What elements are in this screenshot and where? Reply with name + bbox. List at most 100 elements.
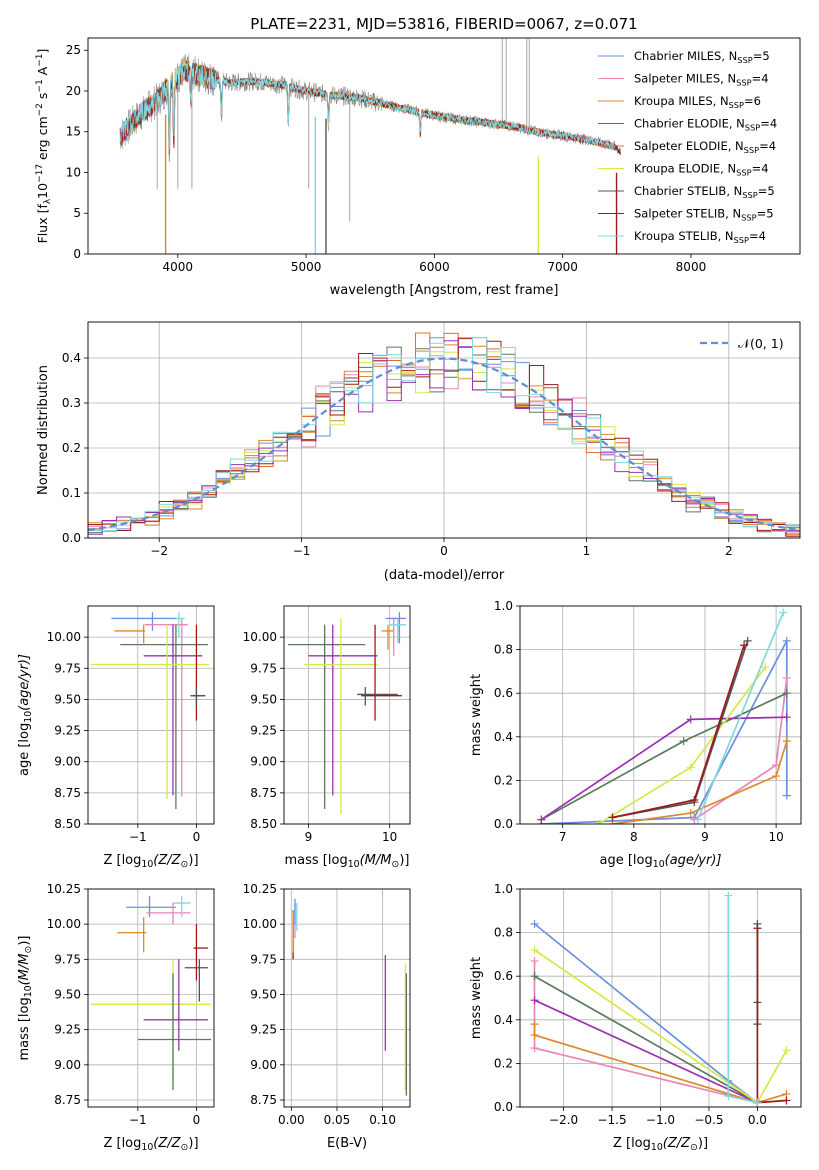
x-tick-label: −1.5: [597, 1113, 626, 1127]
y-tick-label: 0.4: [494, 1013, 513, 1027]
y-tick-label: 9.50: [250, 987, 277, 1001]
axes-frame: [87, 605, 215, 825]
y-tick-label: 9.00: [54, 755, 81, 769]
y-tick-label: 10.00: [47, 917, 81, 931]
legend-gaussian-label: 𝒩(0, 1): [738, 336, 784, 351]
plot-area: [119, 38, 621, 254]
y-tick-label: 9.00: [250, 755, 277, 769]
x-tick-label: 8000: [676, 260, 707, 274]
y-axis-label: mass weight: [469, 674, 484, 756]
weight-marker: [693, 815, 702, 824]
label-part: )]: [188, 1136, 198, 1151]
label-part: mass [log: [17, 997, 32, 1060]
axes-frame: [519, 605, 802, 825]
ticks: −1 0 8.75 9.00 9.25 9.50 9.75 10.00 10.25: [47, 882, 201, 1127]
weight-series: [533, 1024, 787, 1104]
x-tick-label: 7: [559, 830, 567, 844]
label-part: age [log: [600, 853, 653, 868]
x-tick-label: 4000: [163, 260, 194, 274]
weight-series: [541, 640, 788, 824]
label-part: 10: [651, 1142, 663, 1153]
y-tick-label: 0.8: [494, 643, 513, 657]
label-part: =4: [759, 139, 776, 153]
weight-series: [612, 740, 788, 824]
y-tick-label: 1.0: [494, 882, 513, 896]
y-tick-label: 9.25: [250, 724, 277, 738]
gridlines: [88, 606, 214, 825]
histogram-series: [88, 340, 800, 535]
x-tick-label: 6000: [419, 260, 450, 274]
x-tick-label: −1: [129, 1113, 147, 1127]
x-axis-label: Z [log10(Z/Z⊙)]: [103, 853, 198, 870]
label-part: −2: [35, 103, 45, 116]
x-tick-label: 0: [440, 544, 448, 558]
y-tick-label: 9.50: [54, 692, 81, 706]
x-tick-label: −1: [129, 830, 147, 844]
gridlines: [88, 322, 800, 539]
label-part: A: [35, 66, 50, 79]
y-tick-label: 9.25: [54, 1023, 81, 1037]
label-part: Salpeter STELIB, N: [634, 207, 741, 221]
mass-vs-ebv-panel: 0.00 0.05 0.10 8.75 9.00 9.25 9.50 9.75 10.00 10.…: [243, 882, 411, 1151]
y-tick-label: 20: [66, 84, 81, 98]
x-axis-label: Z [log10(Z/Z⊙)]: [103, 1136, 198, 1153]
mass-weight-vs-metallicity-panel: −2.0 −1.5 −1.0 −0.5 0.0 0.0 0.2 0.4 0.6 0.8 1.0 Z […: [469, 882, 802, 1153]
plot-area: [88, 332, 800, 537]
label-part: SSP: [737, 55, 752, 65]
y-tick-label: 9.00: [250, 1058, 277, 1072]
label-part: =6: [744, 94, 761, 108]
label-part: (age/yr)]: [665, 853, 722, 868]
x-tick-label: 1: [583, 544, 591, 558]
label-part: (age/yr)]: [17, 654, 32, 711]
axes-frame: [87, 321, 801, 539]
x-tick-label: 0.05: [324, 1113, 351, 1127]
weight-marker: [782, 737, 791, 746]
weight-marker: [537, 815, 546, 824]
weight-series: [534, 975, 758, 1104]
label-part: SSP: [736, 78, 751, 88]
label-part: Kroupa ELODIE, N: [634, 162, 736, 176]
label-part: erg cm: [35, 116, 50, 164]
label-part: 10: [141, 859, 153, 870]
label-part: age [log: [17, 723, 32, 776]
plot-area: [90, 612, 210, 810]
y-tick-label: 9.75: [54, 661, 81, 675]
x-axis-label: Z [log10(Z/Z⊙)]: [613, 1136, 708, 1153]
label-part: Salpeter MILES, N: [634, 72, 736, 86]
ticks: 4000 5000 6000 7000 8000 0 5 10 15 20 25: [66, 43, 707, 274]
ticks: 9 10 8.50 8.75 9.00 9.25 9.50 9.75 10.00: [243, 630, 398, 844]
label-part: SSP: [736, 168, 751, 178]
x-tick-label: 9: [701, 830, 709, 844]
weight-series: [697, 612, 784, 820]
y-tick-label: 8.50: [250, 817, 277, 831]
weight-series: [612, 644, 745, 819]
label-part: =4: [752, 72, 769, 86]
weight-marker: [782, 791, 791, 800]
y-tick-label: 8.75: [54, 1093, 81, 1107]
weight-marker: [679, 737, 688, 746]
x-tick-label: 10: [382, 830, 397, 844]
y-tick-label: 0: [73, 247, 81, 261]
x-tick-label: 10: [768, 830, 783, 844]
y-tick-label: 10.00: [47, 630, 81, 644]
figure-title: PLATE=2231, MJD=53816, FIBERID=0067, z=0…: [250, 15, 637, 33]
y-tick-label: 0.6: [494, 686, 513, 700]
label-part: Chabrier MILES, N: [634, 49, 737, 63]
weight-marker: [530, 1031, 539, 1040]
label-part: 10: [348, 859, 360, 870]
weight-marker: [530, 946, 539, 955]
x-axis-label: E(B-V): [327, 1136, 367, 1151]
label-part: SSP: [729, 100, 744, 110]
weight-marker: [530, 1044, 539, 1053]
label-part: SSP: [744, 145, 759, 155]
label-part: =4: [752, 162, 769, 176]
legend-label: Chabrier MILES, NSSP=5: [634, 49, 770, 65]
weight-marker: [530, 956, 539, 965]
plot-area: [90, 896, 212, 1091]
label-part: −1: [35, 79, 45, 92]
gaussian-curve: [88, 357, 800, 532]
label-part: ⊙: [690, 1142, 698, 1153]
weight-series: [533, 960, 758, 1104]
